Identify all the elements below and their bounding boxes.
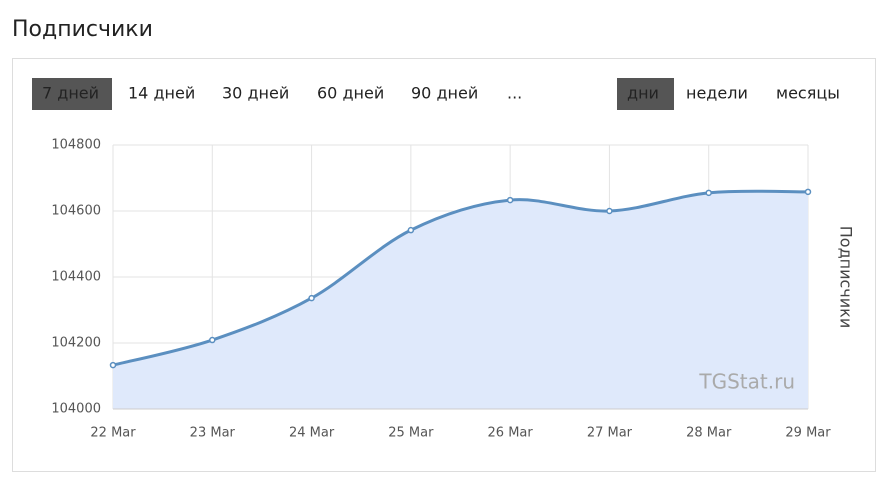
point bbox=[308, 294, 315, 302]
x-tick-label: 22 Mar bbox=[90, 426, 136, 441]
page-title: Подписчики bbox=[12, 17, 153, 42]
tab[interactable]: 30 дней bbox=[222, 84, 289, 103]
tab[interactable]: недели bbox=[686, 84, 748, 103]
active-tab-bg bbox=[617, 78, 674, 110]
tab[interactable]: ... bbox=[507, 84, 522, 103]
tab[interactable]: 7 дней bbox=[42, 84, 99, 103]
y-tick-label: 104600 bbox=[51, 204, 101, 219]
line bbox=[112, 189, 809, 367]
x-tick-label: 23 Mar bbox=[190, 426, 236, 441]
tab[interactable]: 14 дней bbox=[128, 84, 195, 103]
point bbox=[209, 336, 216, 344]
y-tick-label: 104400 bbox=[51, 270, 101, 285]
x-tick-label: 25 Mar bbox=[388, 426, 434, 441]
tab[interactable]: месяцы bbox=[776, 84, 840, 103]
point bbox=[506, 196, 514, 204]
point bbox=[804, 188, 812, 196]
x-tick-label: 28 Mar bbox=[686, 426, 732, 441]
x-tick-label: 26 Mar bbox=[488, 426, 534, 441]
tab[interactable]: 60 дней bbox=[317, 84, 384, 103]
point bbox=[705, 189, 712, 197]
point bbox=[407, 226, 415, 234]
y-axis-label: Подписчики bbox=[837, 226, 856, 328]
point bbox=[109, 361, 117, 369]
x-tick-label: 29 Mar bbox=[785, 426, 831, 441]
y-tick-label: 104200 bbox=[51, 336, 101, 351]
active-tab-bg bbox=[32, 78, 112, 110]
watermark: TGStat.ru bbox=[698, 370, 795, 394]
tab[interactable]: дни bbox=[627, 84, 659, 103]
area bbox=[113, 191, 808, 409]
x-tick-label: 24 Mar bbox=[289, 426, 335, 441]
tab[interactable]: 90 дней bbox=[411, 84, 478, 103]
x-tick-label: 27 Mar bbox=[587, 426, 633, 441]
y-tick-label: 104800 bbox=[51, 138, 101, 153]
point bbox=[606, 207, 613, 215]
y-tick-label: 104000 bbox=[51, 402, 101, 417]
